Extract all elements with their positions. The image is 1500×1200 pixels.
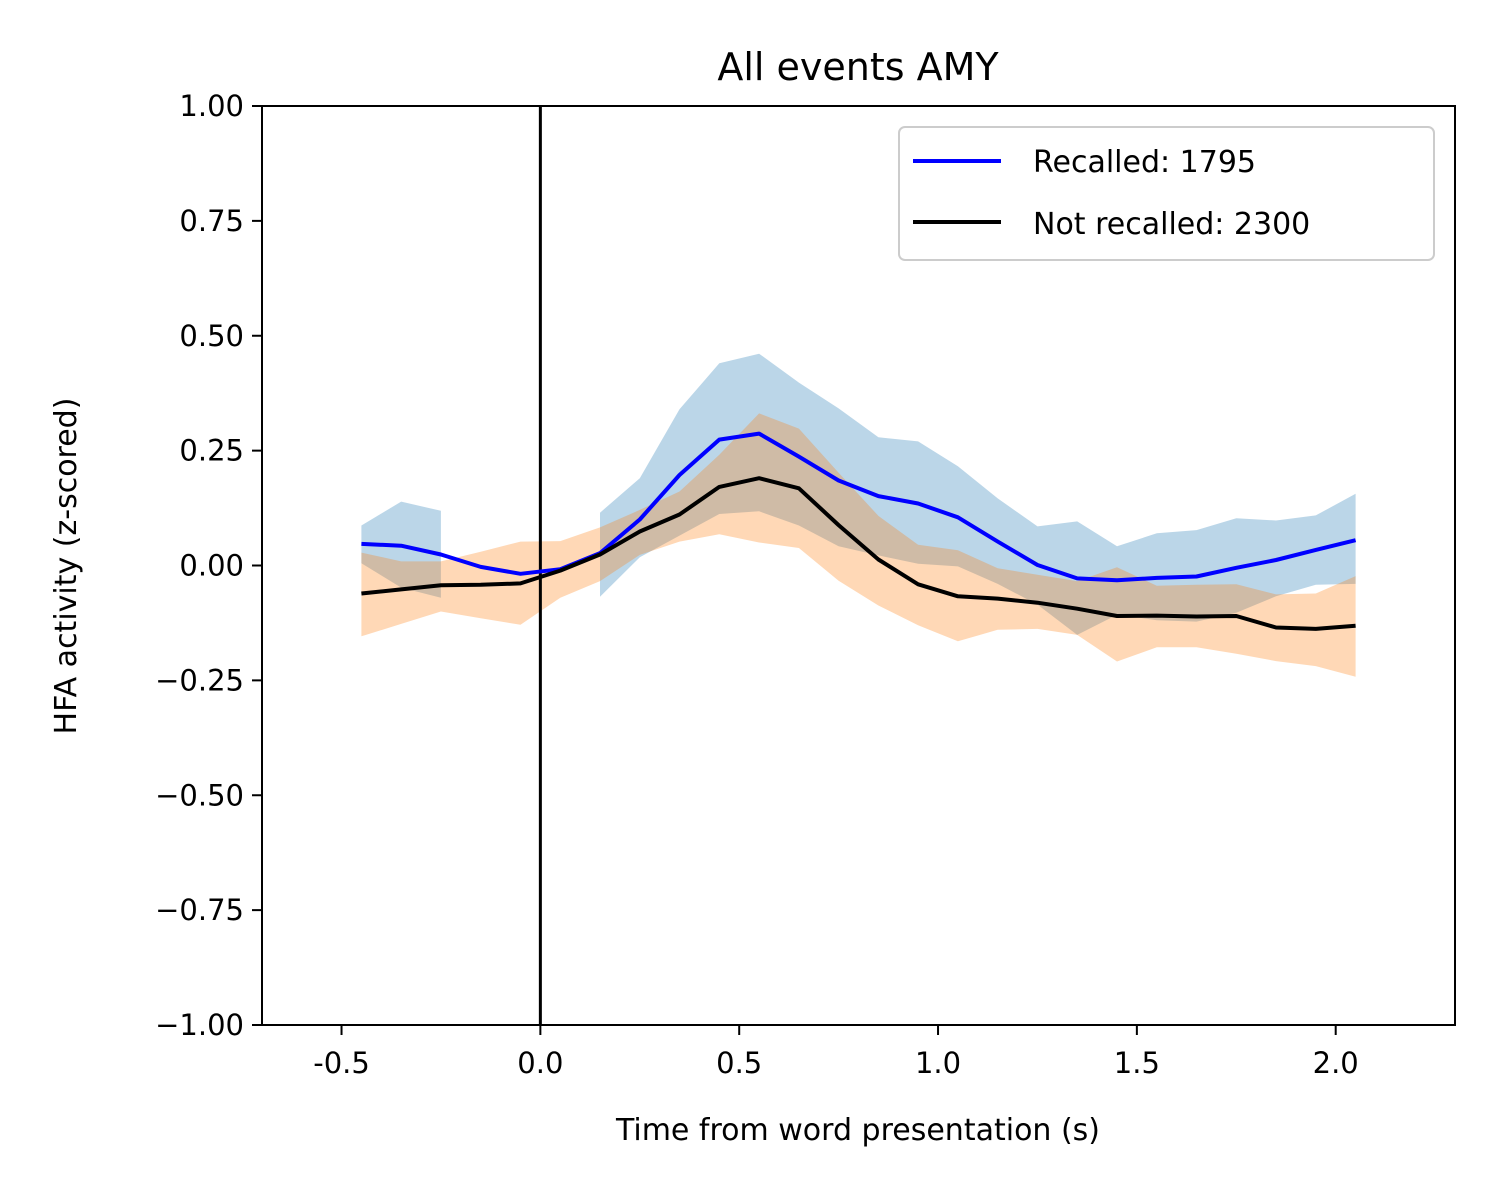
y-tick-label: −0.75 — [155, 893, 244, 927]
band-series-0-segment-1 — [600, 353, 1356, 635]
x-tick-label: 1.5 — [1114, 1046, 1160, 1080]
x-tick-label: -0.5 — [313, 1046, 370, 1080]
y-tick-label: −0.50 — [155, 778, 244, 812]
y-tick-label: 1.00 — [179, 89, 244, 123]
chart-title: All events AMY — [717, 45, 999, 89]
series-line-1 — [361, 476, 1356, 631]
y-tick-label: −0.25 — [155, 663, 244, 697]
legend: Recalled: 1795 Not recalled: 2300 — [898, 126, 1435, 261]
y-tick-label: 0.00 — [179, 549, 244, 583]
x-axis: -0.5 0.0 0.5 1.0 1.5 2.0 — [313, 1025, 1359, 1080]
legend-box — [898, 126, 1435, 261]
y-tick-label: 0.50 — [179, 319, 244, 353]
band-series-1-segment-0 — [361, 413, 1356, 677]
series-line-0 — [361, 431, 1357, 583]
confidence-bands — [361, 353, 1356, 677]
x-axis-label: Time from word presentation (s) — [615, 1113, 1100, 1148]
series-lines — [361, 431, 1357, 631]
y-axis: 1.00 0.75 0.50 0.25 0.00 −0.25 −0.50 −0.75 −1.00 — [155, 89, 262, 1042]
x-tick-label: 0.5 — [716, 1046, 762, 1080]
y-axis-label: HFA activity (z-scored) — [49, 398, 84, 735]
band-series-0-segment-0 — [361, 501, 441, 598]
y-tick-label: 0.75 — [179, 204, 244, 238]
legend-label-recalled: Recalled: 1795 — [1033, 145, 1256, 180]
y-tick-label: −1.00 — [155, 1008, 244, 1042]
x-tick-label: 0.0 — [517, 1046, 563, 1080]
x-tick-label: 2.0 — [1313, 1046, 1359, 1080]
y-tick-label: 0.25 — [179, 434, 244, 468]
x-tick-label: 1.0 — [915, 1046, 961, 1080]
legend-label-not-recalled: Not recalled: 2300 — [1033, 207, 1310, 242]
